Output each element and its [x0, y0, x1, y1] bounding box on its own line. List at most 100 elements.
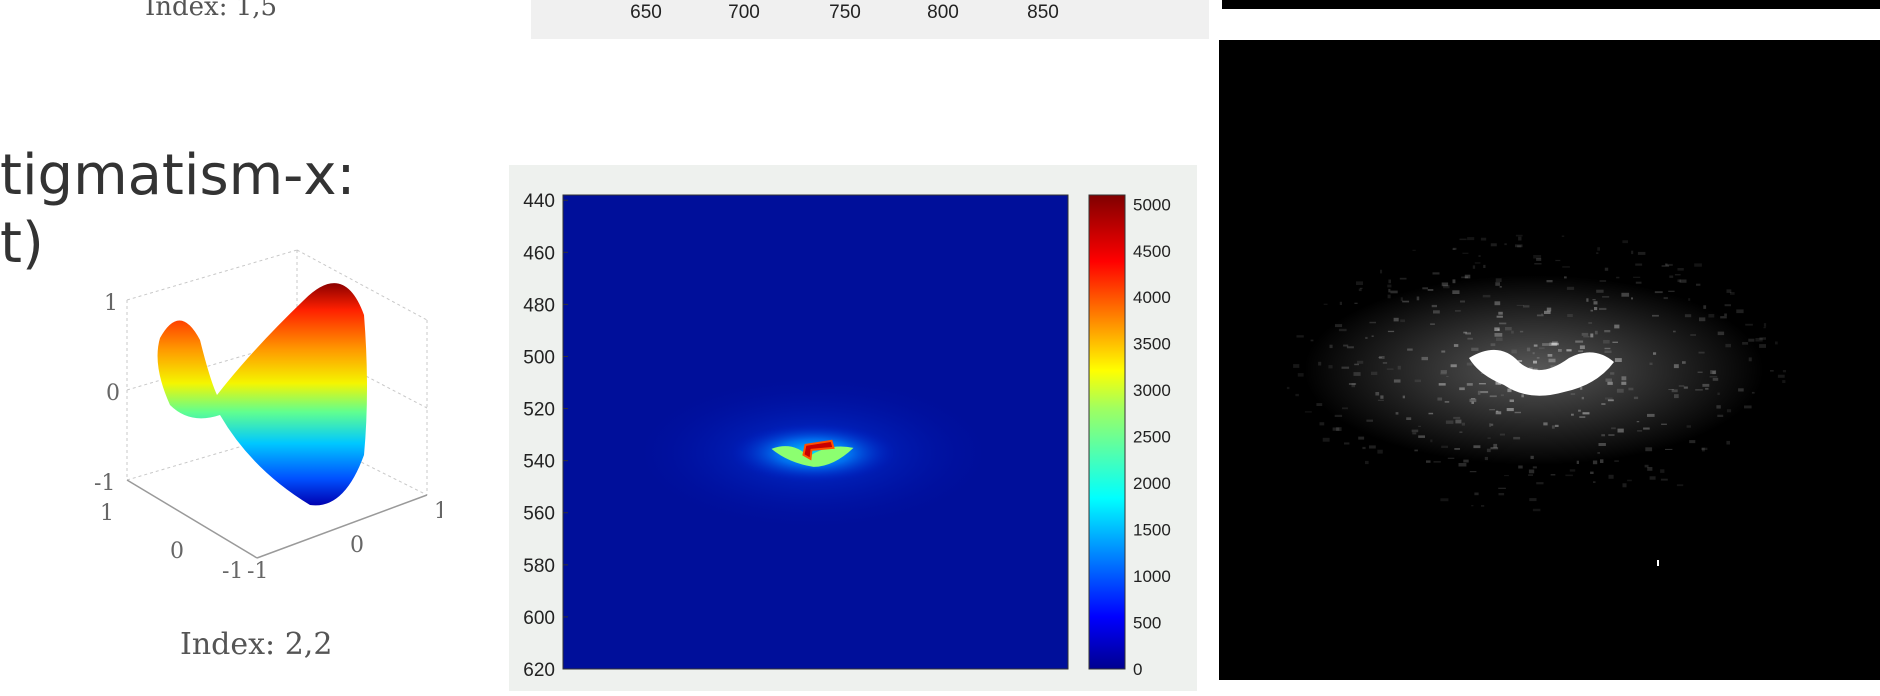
speckle — [1466, 383, 1473, 386]
colorbar-tick: 4000 — [1133, 288, 1171, 307]
speckle — [1286, 386, 1290, 390]
speckle — [1480, 237, 1487, 241]
speckle — [1358, 436, 1365, 440]
speckle — [1612, 341, 1618, 343]
speckle — [1453, 416, 1461, 419]
speckle — [1536, 357, 1540, 359]
speckle — [1604, 397, 1613, 400]
speckle — [1416, 296, 1420, 301]
speckle — [1489, 409, 1495, 411]
speckle — [1611, 427, 1616, 430]
speckle — [1455, 419, 1462, 424]
speckle — [1724, 304, 1731, 307]
speckle — [1461, 276, 1469, 279]
speckle — [1452, 290, 1460, 294]
speckle — [1443, 284, 1450, 289]
speckle — [1614, 460, 1619, 462]
speckle — [1555, 378, 1558, 382]
speckle — [1643, 427, 1650, 430]
speckle — [1467, 237, 1475, 241]
speckle — [1782, 370, 1786, 373]
speckle — [1532, 508, 1541, 512]
speckle — [1677, 279, 1681, 283]
heatmap-y-tick: 560 — [523, 504, 555, 525]
speckle — [1592, 299, 1596, 301]
speckle — [1414, 449, 1418, 452]
speckle — [1471, 505, 1474, 507]
heatmap-y-tick: 480 — [523, 295, 555, 316]
speckle — [1422, 287, 1428, 290]
speckle — [1359, 287, 1363, 289]
speckle — [1541, 370, 1546, 372]
speckle — [1586, 352, 1591, 354]
speckle — [1668, 290, 1675, 292]
speckle — [1671, 389, 1678, 393]
speckle — [1371, 371, 1378, 375]
colorbar-tick: 1000 — [1133, 567, 1171, 586]
speckle — [1402, 300, 1410, 303]
speckle — [1387, 284, 1392, 288]
speckle — [1637, 251, 1646, 255]
speckle — [1440, 498, 1449, 502]
speckle — [1295, 393, 1299, 397]
speckle — [1588, 322, 1593, 324]
speckle — [1561, 235, 1565, 237]
speckle — [1578, 409, 1581, 412]
speckle — [1665, 448, 1673, 450]
heatmap-chart: 440 460 480 500 520 540 560 580 600 620 0 500 1000 1… — [523, 191, 1171, 681]
camera-image — [1219, 40, 1880, 680]
speckle — [1593, 301, 1598, 305]
speckle — [1660, 469, 1665, 473]
speckle — [1586, 298, 1589, 302]
speckle — [1412, 432, 1417, 435]
speckle — [1478, 255, 1481, 257]
speckle — [1365, 460, 1369, 465]
speckle — [1579, 416, 1586, 418]
speckle — [1338, 328, 1347, 332]
heatmap-chart-panel: 440 460 480 500 520 540 560 580 600 620 0 500 1000 1… — [509, 165, 1197, 691]
speckle — [1716, 405, 1721, 409]
speckle — [1335, 324, 1343, 328]
speckle — [1369, 445, 1376, 449]
speckle — [1665, 263, 1668, 266]
speckle — [1444, 401, 1450, 403]
speckle — [1633, 396, 1639, 400]
speckle — [1474, 262, 1481, 264]
speckle — [1362, 446, 1366, 450]
speckle — [1698, 351, 1705, 354]
speckle — [1607, 381, 1613, 385]
speckle — [1490, 243, 1497, 247]
speckle — [1647, 413, 1655, 417]
speckle — [1600, 459, 1604, 463]
speckle — [1400, 297, 1403, 302]
speckle — [1661, 265, 1670, 267]
speckle — [1536, 258, 1542, 261]
speckle — [1683, 386, 1688, 389]
speckle — [1354, 302, 1358, 304]
speckle — [1386, 368, 1394, 370]
heatmap-y-tick: 520 — [523, 400, 555, 421]
speckle — [1375, 392, 1380, 396]
speckle — [1543, 377, 1549, 380]
speckle — [1379, 356, 1385, 359]
speckle — [1569, 469, 1576, 472]
speckle — [1548, 358, 1556, 363]
speckle — [1607, 399, 1614, 402]
speckle — [1649, 362, 1653, 365]
x-tick: -1 — [222, 559, 243, 580]
speckle — [1490, 343, 1496, 347]
speckle — [1452, 279, 1456, 284]
speckle — [1400, 319, 1405, 323]
speckle — [1441, 350, 1446, 353]
speckle — [1604, 267, 1609, 271]
speckle — [1387, 330, 1395, 333]
speckle — [1616, 276, 1620, 279]
speckle — [1653, 352, 1657, 355]
speckle — [1369, 321, 1376, 324]
speckle — [1536, 369, 1539, 372]
heatmap-colorbar: 0 500 1000 1500 2000 2500 3000 3500 4000 4500 5000 — [1088, 194, 1171, 679]
speckle — [1380, 395, 1384, 399]
speckle — [1433, 461, 1441, 463]
speckle — [1726, 409, 1732, 413]
speckle — [1564, 276, 1567, 279]
